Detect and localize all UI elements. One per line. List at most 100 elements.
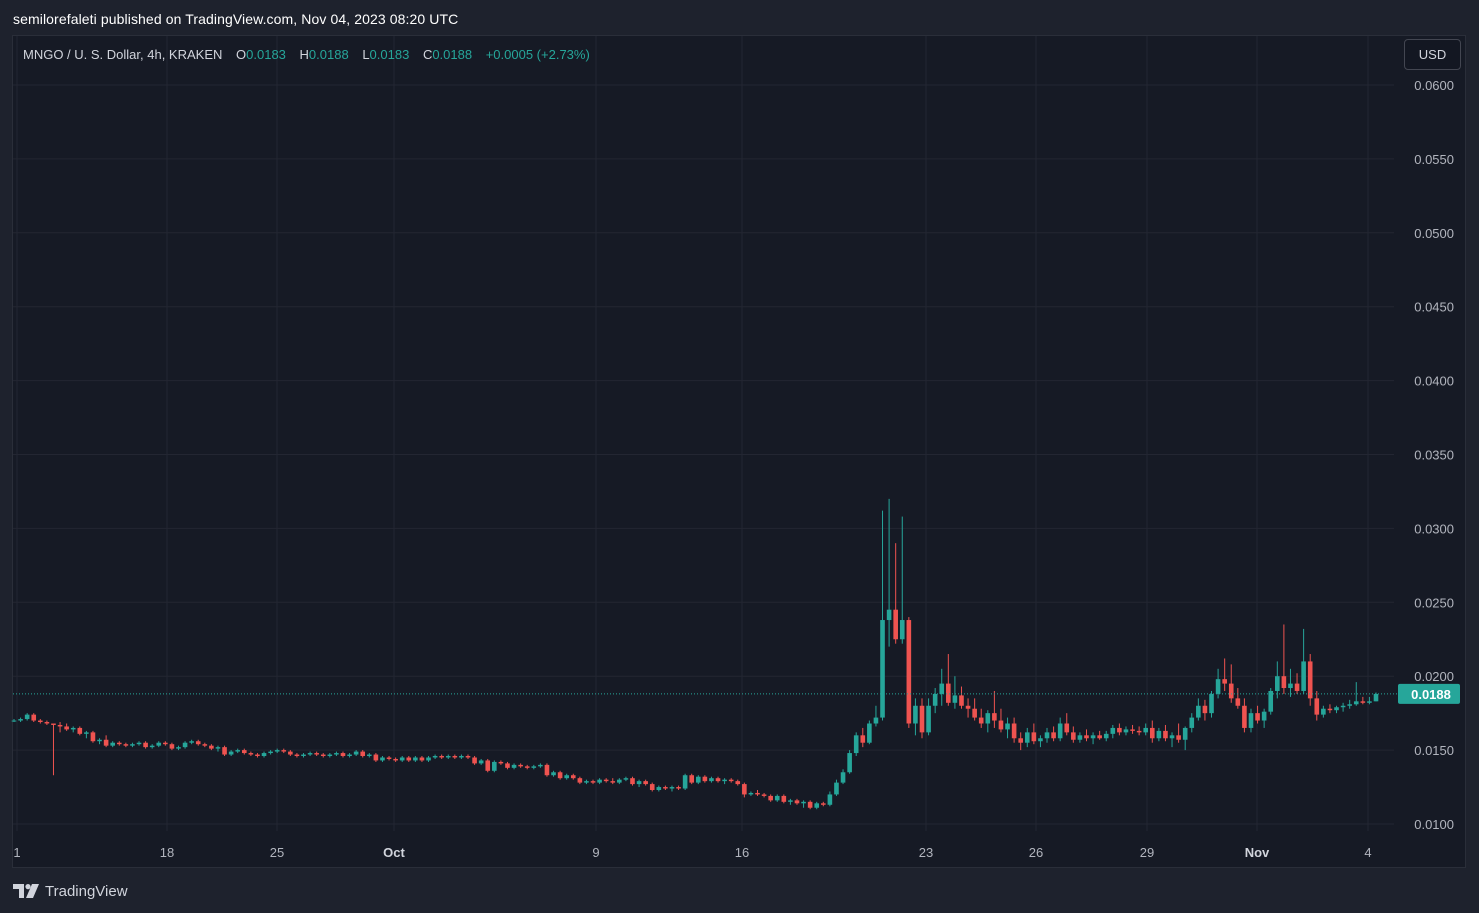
candle <box>347 753 352 758</box>
candle <box>149 744 155 749</box>
candle <box>77 726 83 736</box>
candle <box>1228 664 1234 703</box>
candle-body <box>38 720 43 723</box>
candle <box>669 785 675 792</box>
candle-body <box>932 693 938 706</box>
candle <box>241 748 247 755</box>
candle <box>1215 668 1221 699</box>
candle <box>367 753 372 758</box>
candle-body <box>1288 683 1293 689</box>
candle <box>676 785 681 791</box>
candle-body <box>774 795 780 801</box>
candle <box>478 758 484 765</box>
candle <box>1314 690 1320 721</box>
candle-body <box>840 772 846 783</box>
candle-body <box>327 754 333 757</box>
candle <box>465 754 471 759</box>
candle <box>965 698 971 718</box>
candle-body <box>268 751 273 754</box>
candle <box>557 770 563 780</box>
candle <box>1024 727 1030 748</box>
candle-body <box>676 787 681 789</box>
symbol-title: MNGO / U. S. Dollar, 4h, KRAKEN <box>23 47 222 62</box>
candle-body <box>656 787 662 791</box>
candle-body <box>399 757 405 761</box>
candle-body <box>189 741 194 743</box>
candle-body <box>1071 732 1076 740</box>
candle-body <box>373 754 379 761</box>
candle-body <box>294 754 300 757</box>
candle-body <box>801 801 806 804</box>
candle <box>320 753 326 758</box>
candle-body <box>1051 732 1056 739</box>
candle <box>393 757 398 762</box>
open-label: O <box>236 47 246 62</box>
candle <box>873 705 879 727</box>
candle <box>630 776 635 786</box>
candle <box>90 730 96 743</box>
candle-body <box>367 754 372 757</box>
candle <box>419 756 425 762</box>
candle-body <box>163 742 168 745</box>
candle <box>1196 698 1201 721</box>
candle-body <box>393 758 398 761</box>
candle-body <box>70 727 76 730</box>
grid-lines <box>13 36 1394 831</box>
candle <box>623 776 629 782</box>
candle-body <box>728 779 734 782</box>
candle <box>307 751 313 757</box>
candle-body <box>814 803 820 808</box>
time-tick-label: 25 <box>270 845 284 860</box>
candle <box>195 739 201 746</box>
time-tick-label: 4 <box>1364 845 1371 860</box>
candle <box>1255 705 1260 724</box>
candle-body <box>1196 705 1201 718</box>
time-tick-label: Oct <box>383 845 405 860</box>
candle <box>97 738 102 745</box>
candle-body <box>149 745 155 748</box>
tradingview-branding[interactable]: TradingView <box>13 880 128 902</box>
candle <box>1321 705 1326 718</box>
candle-body <box>485 760 491 771</box>
candle-body <box>544 764 550 776</box>
candle-body <box>946 683 951 703</box>
candle <box>1288 668 1293 697</box>
candle <box>485 758 491 773</box>
open-value: 0.0183 <box>246 47 286 62</box>
candle-body <box>880 620 885 718</box>
currency-button[interactable]: USD <box>1404 39 1461 70</box>
candle <box>274 748 280 754</box>
candle <box>406 756 412 762</box>
candle-body <box>413 757 418 761</box>
candle <box>913 698 918 736</box>
candle <box>617 778 622 785</box>
candle <box>801 800 806 808</box>
candle <box>1149 720 1155 743</box>
candle <box>722 778 727 785</box>
candle-body <box>176 747 181 749</box>
candle-body <box>649 784 655 791</box>
time-tick-label: 1 <box>13 845 20 860</box>
candle <box>847 750 852 774</box>
candle <box>919 698 925 739</box>
candle-body <box>90 732 96 742</box>
candle-body <box>222 747 227 755</box>
candle <box>853 732 859 757</box>
candle <box>51 723 56 776</box>
chart-pane[interactable] <box>12 35 1466 868</box>
candle-body <box>51 723 56 725</box>
candle-body <box>761 794 767 796</box>
candle <box>1182 726 1188 751</box>
candle-body <box>307 753 313 755</box>
candle-body <box>432 756 438 758</box>
candle-body <box>130 744 135 746</box>
candle-body <box>445 756 451 758</box>
candle-body <box>459 756 464 758</box>
candle-body <box>143 742 148 748</box>
candle-body <box>320 754 326 757</box>
candle <box>182 741 188 749</box>
candle-body <box>834 782 839 795</box>
candle <box>255 753 260 758</box>
candle <box>1031 723 1037 745</box>
